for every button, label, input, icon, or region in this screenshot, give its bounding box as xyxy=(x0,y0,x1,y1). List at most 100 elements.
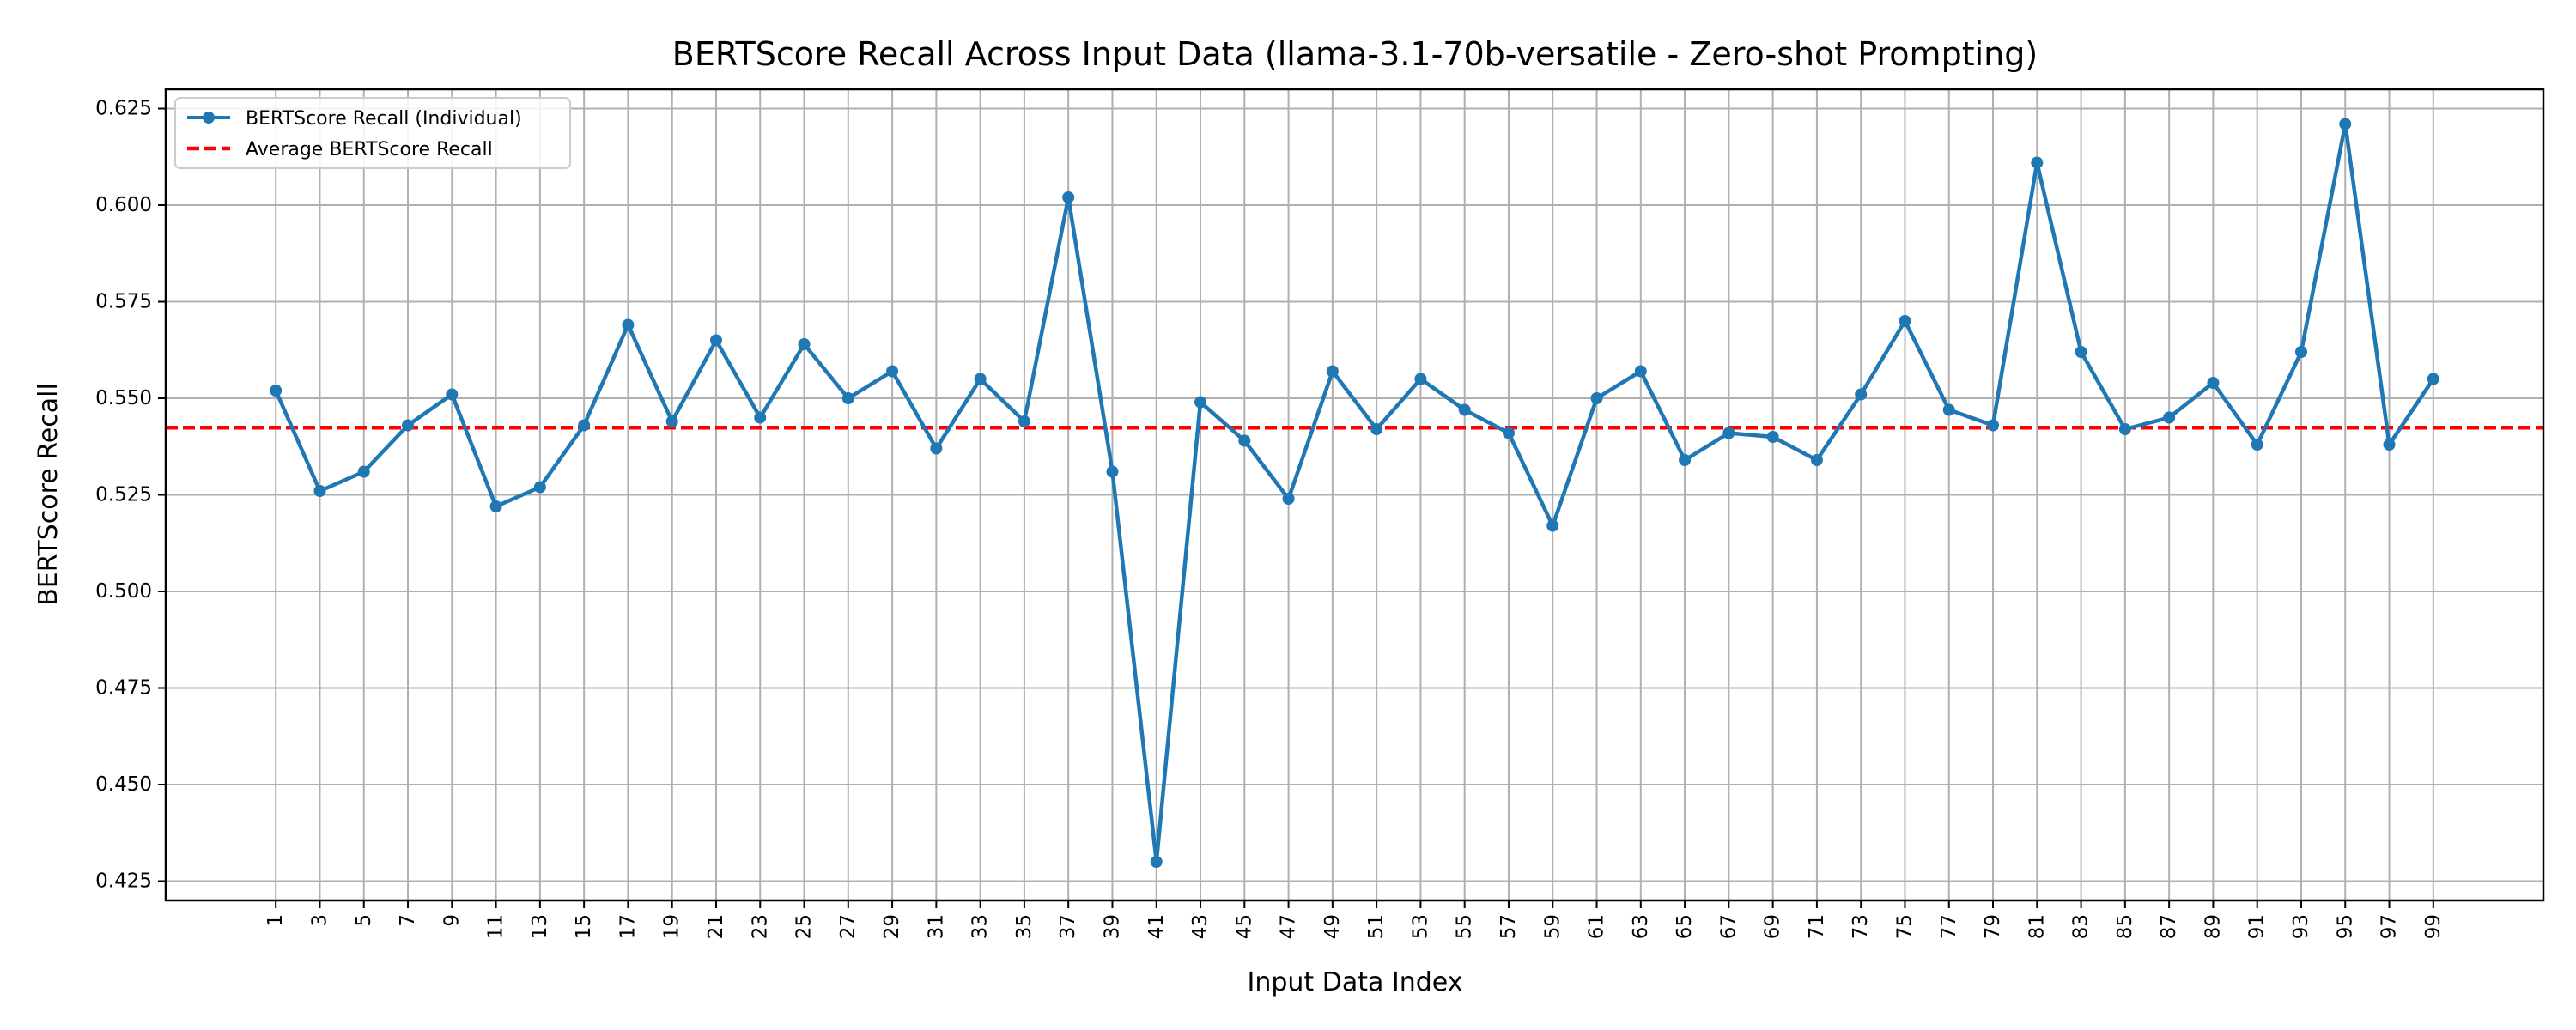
data-point xyxy=(1238,434,1251,447)
series-line xyxy=(274,122,2435,864)
data-point xyxy=(1679,454,1692,466)
legend-box xyxy=(174,97,571,169)
x-tick-label: 33 xyxy=(969,914,992,939)
data-point xyxy=(2031,156,2044,169)
data-point xyxy=(1899,315,1911,327)
data-point xyxy=(2075,346,2087,358)
x-tick-label: 43 xyxy=(1189,914,1212,939)
data-point xyxy=(2207,377,2220,389)
y-tick-label: 0.600 xyxy=(95,194,152,216)
data-point xyxy=(1766,431,1779,443)
x-axis-label: Input Data Index xyxy=(1248,967,1463,997)
x-tick-label: 53 xyxy=(1409,914,1431,939)
data-point xyxy=(2163,411,2176,424)
data-point xyxy=(1987,419,2000,432)
x-tick-label: 15 xyxy=(573,914,595,939)
data-point xyxy=(446,388,459,401)
data-point xyxy=(622,318,635,331)
x-tick-label: 59 xyxy=(1541,914,1564,939)
x-tick-label: 97 xyxy=(2379,914,2401,939)
x-tick-label: 77 xyxy=(1938,914,1960,939)
data-point xyxy=(1370,423,1383,435)
x-tick-label: 51 xyxy=(1365,914,1388,939)
data-point xyxy=(402,419,415,432)
data-point xyxy=(1942,403,1955,416)
data-point xyxy=(313,485,326,497)
data-point xyxy=(2339,118,2352,130)
x-tick-label: 85 xyxy=(2114,914,2136,939)
data-point xyxy=(489,500,502,512)
x-tick-label: 47 xyxy=(1278,914,1300,939)
x-tick-label: 21 xyxy=(705,914,727,939)
x-tick-label: 83 xyxy=(2070,914,2093,939)
x-tick-label: 13 xyxy=(529,914,551,939)
data-point xyxy=(1194,396,1207,409)
x-tick-label: 3 xyxy=(308,914,331,927)
x-tick-label: 69 xyxy=(1762,914,1784,939)
data-point xyxy=(886,365,899,378)
data-point xyxy=(974,373,987,385)
data-point xyxy=(1326,365,1339,378)
data-point xyxy=(709,334,722,347)
x-tick-label: 5 xyxy=(353,914,375,927)
data-point xyxy=(1855,388,1868,401)
data-point xyxy=(2383,439,2396,451)
x-tick-label: 29 xyxy=(881,914,903,939)
chart-title: BERTScore Recall Across Input Data (llam… xyxy=(672,35,2038,73)
data-point xyxy=(930,442,943,455)
y-tick-label: 0.525 xyxy=(95,484,152,506)
legend-label-individual: BERTScore Recall (Individual) xyxy=(246,108,522,130)
y-tick-label: 0.625 xyxy=(95,98,152,120)
x-tick-label: 93 xyxy=(2290,914,2312,939)
x-tick-label: 91 xyxy=(2246,914,2269,939)
x-tick-label: 71 xyxy=(1806,914,1828,939)
data-point xyxy=(1282,493,1295,505)
x-tick-label: 23 xyxy=(749,914,771,939)
data-point xyxy=(578,419,591,432)
x-tick-label: 57 xyxy=(1498,914,1520,939)
x-tick-label: 11 xyxy=(485,914,507,939)
data-point xyxy=(1150,856,1163,868)
y-tick-label: 0.475 xyxy=(95,677,152,700)
y-tick-label: 0.500 xyxy=(95,580,152,603)
x-tick-label: 35 xyxy=(1013,914,1036,939)
data-point xyxy=(1414,373,1427,385)
data-point xyxy=(2427,373,2439,385)
x-tick-label: 27 xyxy=(837,914,860,939)
x-tick-label: 49 xyxy=(1321,914,1344,939)
data-point xyxy=(2118,423,2131,435)
x-tick-label: 81 xyxy=(2026,914,2048,939)
x-tick-label: 67 xyxy=(1717,914,1740,939)
y-tick-label: 0.425 xyxy=(95,870,152,893)
x-tick-label: 37 xyxy=(1057,914,1079,939)
data-point xyxy=(754,411,767,424)
x-tick-label: 65 xyxy=(1674,914,1696,939)
data-point xyxy=(2251,439,2263,451)
x-tick-label: 19 xyxy=(661,914,683,939)
data-point xyxy=(841,392,854,404)
x-tick-label: 45 xyxy=(1233,914,1255,939)
x-tick-label: 1 xyxy=(264,914,287,927)
x-tick-label: 75 xyxy=(1893,914,1916,939)
data-point xyxy=(1546,519,1559,532)
series-group xyxy=(270,118,2439,868)
grid xyxy=(166,89,2543,900)
x-tick-label: 73 xyxy=(1850,914,1872,939)
x-tick-label: 63 xyxy=(1630,914,1652,939)
legend-marker-individual xyxy=(203,112,215,124)
x-tick-label: 17 xyxy=(617,914,639,939)
axis-ticks: 1 3 5 7 9 11 13 15 17 19 21 23 25 27 29 31 33 35 37 39 41 43 4… xyxy=(95,98,2445,940)
data-point xyxy=(533,481,546,494)
x-tick-label: 31 xyxy=(925,914,947,939)
x-tick-label: 9 xyxy=(440,914,463,927)
data-point xyxy=(665,415,678,427)
x-tick-label: 95 xyxy=(2334,914,2356,939)
data-point xyxy=(1458,403,1471,416)
x-tick-label: 89 xyxy=(2202,914,2224,939)
x-tick-label: 41 xyxy=(1145,914,1168,939)
y-tick-label: 0.575 xyxy=(95,291,152,313)
data-point xyxy=(1062,191,1075,203)
x-tick-label: 7 xyxy=(397,914,419,927)
y-axis-label: BERTScore Recall xyxy=(33,383,64,606)
